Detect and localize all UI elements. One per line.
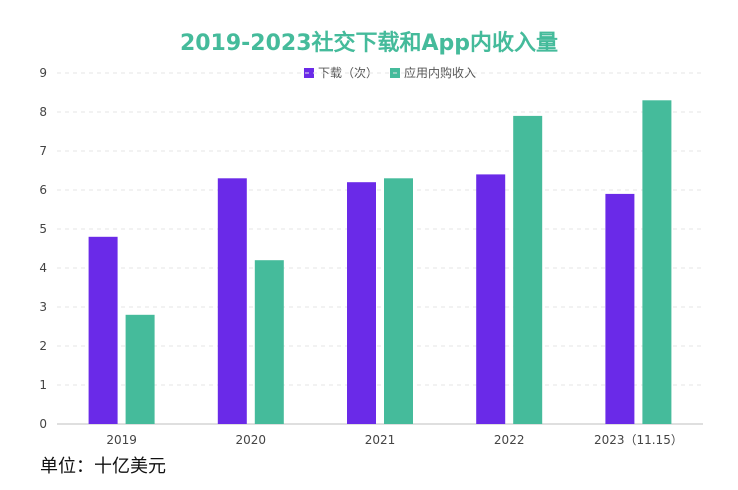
- legend-label: 应用内购收入: [404, 65, 476, 80]
- y-tick-label: 9: [39, 66, 47, 80]
- y-tick-label: 2: [39, 339, 47, 353]
- bar-downloads-4: [605, 193, 635, 424]
- y-tick-label: 5: [39, 222, 47, 236]
- bar-revenue-3: [513, 115, 543, 425]
- bar-revenue-4: [642, 100, 672, 425]
- x-tick-label: 2021: [365, 433, 396, 447]
- bar-downloads-0: [88, 236, 118, 424]
- bar-revenue-1: [254, 260, 284, 424]
- x-tick-label: 2022: [494, 433, 525, 447]
- y-tick-label: 6: [39, 183, 47, 197]
- x-tick-label: 2019: [106, 433, 137, 447]
- y-tick-label: 8: [39, 105, 47, 119]
- bar-downloads-2: [347, 182, 376, 424]
- unit-label: 单位：十亿美元: [40, 456, 166, 477]
- y-tick-label: 3: [39, 300, 47, 314]
- gridlines: [57, 72, 703, 386]
- bar-downloads-1: [217, 178, 247, 424]
- y-tick-label: 1: [39, 378, 47, 392]
- bar-downloads-3: [476, 174, 506, 424]
- bars: [88, 100, 672, 425]
- y-axis-ticks: 0 1 2 3 4 5 6 7 8 9: [39, 66, 47, 431]
- y-tick-label: 4: [39, 261, 47, 275]
- x-axis-ticks: 2019 2020 2021 2022 2023（11.15）: [106, 433, 683, 447]
- bar-revenue-0: [125, 314, 155, 424]
- y-tick-label: 7: [39, 144, 47, 158]
- chart-title: 2019-2023社交下载和App内收入量: [180, 30, 558, 56]
- bar-revenue-2: [384, 178, 413, 424]
- y-tick-label: 0: [39, 417, 47, 431]
- x-tick-label: 2020: [236, 433, 267, 447]
- x-tick-label: 2023（11.15）: [594, 433, 683, 447]
